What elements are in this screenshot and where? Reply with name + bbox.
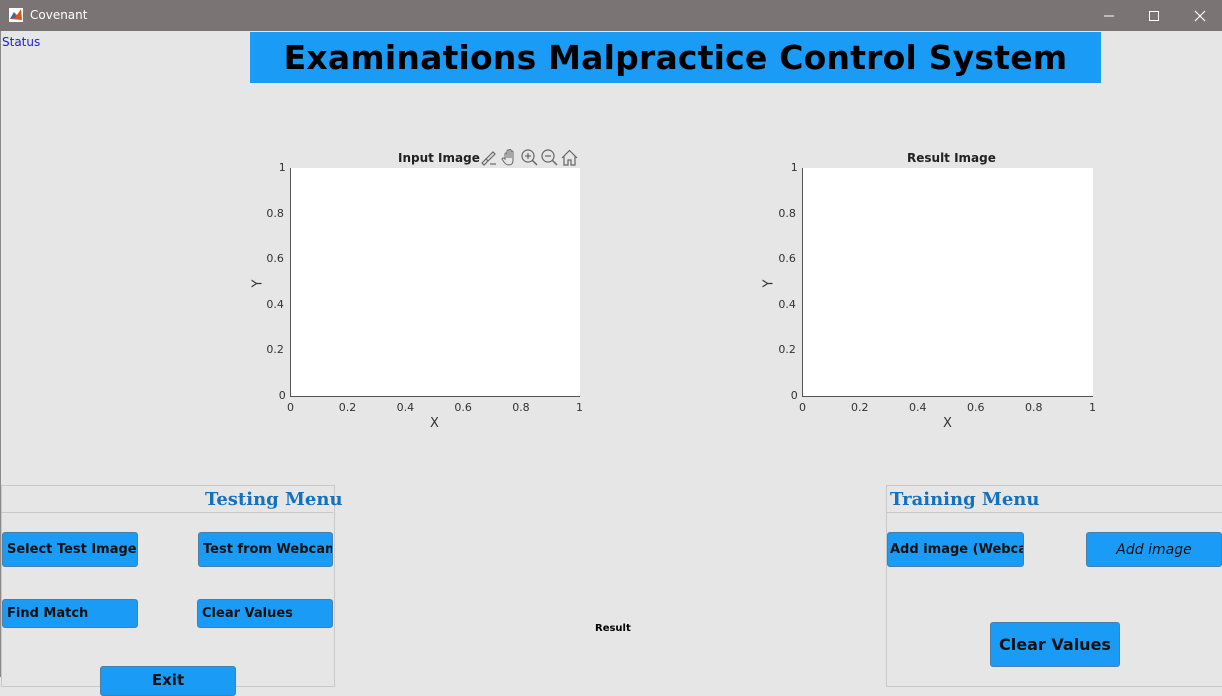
window-title: Covenant [30, 8, 88, 22]
maximize-button[interactable] [1131, 0, 1177, 31]
training-menu-title: Training Menu [890, 489, 1040, 510]
result-y-tick: 0.6 [778, 252, 796, 266]
input-x-axis-label: X [430, 416, 439, 431]
result-image-axes[interactable] [802, 168, 1093, 397]
result-x-tick: 0.2 [851, 401, 869, 414]
add-image-webcam-button[interactable]: Add image (Webcam [887, 532, 1024, 567]
result-x-axis-label: X [943, 416, 952, 431]
input-y-tick: 0 [278, 389, 286, 402]
result-y-tick: 0.8 [778, 206, 796, 220]
banner: Examinations Malpractice Control System [250, 32, 1101, 83]
window-titlebar: Covenant [0, 0, 1222, 31]
add-image-button[interactable]: Add image [1086, 532, 1222, 567]
input-y-tick: 0.6 [266, 252, 284, 266]
result-x-tick: 0 [799, 401, 806, 414]
banner-title: Examinations Malpractice Control System [283, 38, 1068, 77]
result-image-title: Result Image [907, 151, 996, 165]
input-y-tick: 1 [278, 161, 286, 174]
result-y-tick: 0.4 [778, 297, 796, 311]
input-y-tick: 0.4 [266, 297, 284, 311]
minimize-button[interactable] [1086, 0, 1132, 31]
minimize-icon [1104, 15, 1114, 16]
testing-menu-title: Testing Menu [205, 489, 343, 510]
result-y-tick: 0.2 [778, 343, 796, 357]
input-image-axes[interactable] [290, 168, 580, 397]
test-from-webcam-button[interactable]: Test from Webcam [198, 532, 333, 567]
exit-button[interactable]: Exit [100, 666, 236, 696]
pan-hand-icon[interactable] [500, 148, 519, 167]
maximize-icon [1149, 10, 1159, 21]
training-menu-divider [887, 512, 1222, 513]
testing-menu-panel [1, 485, 335, 687]
input-x-tick: 0.6 [454, 401, 472, 414]
input-x-tick: 0.8 [512, 401, 530, 414]
window-frame-left [0, 31, 1, 677]
status-text: Status [2, 35, 41, 49]
result-y-tick: 0 [790, 389, 798, 402]
result-label: Result [595, 623, 631, 634]
matlab-app-icon [9, 8, 23, 22]
input-x-tick: 0.2 [338, 401, 357, 414]
input-x-tick: 0.4 [396, 401, 415, 414]
clear-values-train-button[interactable]: Clear Values [990, 622, 1120, 667]
result-y-axis-label: Y [761, 279, 777, 288]
home-icon[interactable] [560, 148, 579, 167]
input-x-tick: 0 [287, 401, 294, 414]
zoom-in-icon[interactable] [520, 148, 539, 167]
brush-icon[interactable] [479, 148, 498, 167]
input-y-tick: 0.8 [266, 206, 284, 220]
select-test-image-button[interactable]: Select Test Image [2, 532, 138, 567]
result-x-tick: 0.6 [967, 401, 985, 414]
clear-values-test-button[interactable]: Clear Values [197, 599, 333, 628]
input-image-title: Input Image [398, 151, 480, 165]
testing-menu-divider [2, 512, 333, 513]
close-icon [1194, 10, 1206, 21]
result-x-tick: 0.4 [909, 401, 927, 414]
input-x-tick: 1 [576, 401, 583, 414]
zoom-out-icon[interactable] [540, 148, 559, 167]
result-x-tick: 0.8 [1025, 401, 1043, 414]
result-y-tick: 1 [790, 161, 798, 174]
close-button[interactable] [1177, 0, 1222, 31]
find-match-button[interactable]: Find Match [2, 599, 138, 628]
result-x-tick: 1 [1089, 401, 1096, 414]
input-y-axis-label: Y [250, 279, 266, 288]
input-y-tick: 0.2 [266, 343, 284, 357]
